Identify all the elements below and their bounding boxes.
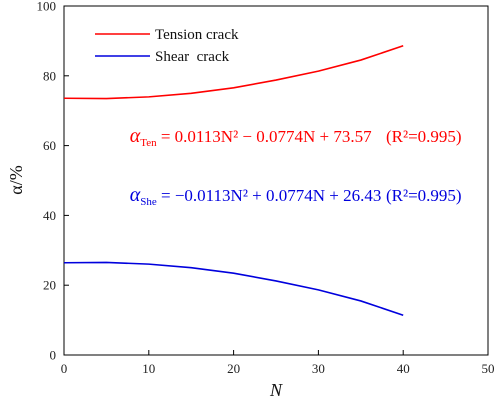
y-tick-label: 80 — [43, 68, 56, 83]
legend: Tension crack Shear crack — [95, 27, 239, 65]
y-tick-label: 60 — [43, 138, 56, 153]
svg-text:αTen = 0.0113N² − 0.0774N + 73: αTen = 0.0113N² − 0.0774N + 73.57 — [100, 125, 393, 149]
svg-text:αShe = −0.0113N² + 0.0774N + 2: αShe = −0.0113N² + 0.0774N + 26.43 — [100, 184, 403, 208]
plot-frame — [63, 5, 489, 356]
series-line-shear — [63, 261, 404, 316]
annotation-tension-r2: (R²=0.995) — [386, 127, 462, 146]
annotation-shear-equation: = −0.0113N² + 0.0774N + 26.43 — [157, 186, 382, 205]
legend-label-tension: Tension crack — [155, 27, 239, 43]
annotation-shear-r2: (R²=0.995) — [386, 186, 462, 205]
y-tick-label: 40 — [43, 208, 56, 223]
x-tick-label: 0 — [61, 361, 68, 376]
x-axis-label: N — [269, 380, 283, 400]
x-tick-label: 50 — [482, 361, 495, 376]
series-line-tension — [63, 45, 404, 100]
x-tick-label: 40 — [397, 361, 410, 376]
annotation-shear-symbol: α — [130, 184, 141, 206]
y-axis-ticks: 0 20 40 60 80 100 — [37, 0, 69, 363]
x-tick-label: 10 — [142, 361, 155, 376]
annotation-tension-symbol: α — [130, 125, 141, 147]
legend-label-shear: Shear crack — [155, 49, 230, 65]
x-axis-ticks: 0 10 20 30 40 50 — [61, 350, 495, 376]
x-tick-label: 30 — [312, 361, 325, 376]
annotation-shear-subscript: She — [140, 196, 157, 208]
y-tick-label: 20 — [43, 278, 56, 293]
annotation-tension-equation: = 0.0113N² − 0.0774N + 73.57 — [157, 127, 373, 146]
annotation-shear: αShe = −0.0113N² + 0.0774N + 26.43 (R²=0… — [100, 184, 462, 208]
y-axis-label: α/% — [6, 165, 26, 194]
annotation-tension-subscript: Ten — [140, 137, 157, 149]
annotation-tension: αTen = 0.0113N² − 0.0774N + 73.57 (R²=0.… — [100, 125, 462, 149]
x-tick-label: 20 — [227, 361, 240, 376]
y-tick-label: 100 — [37, 0, 57, 14]
y-tick-label: 0 — [50, 348, 57, 363]
series-group — [63, 45, 404, 316]
